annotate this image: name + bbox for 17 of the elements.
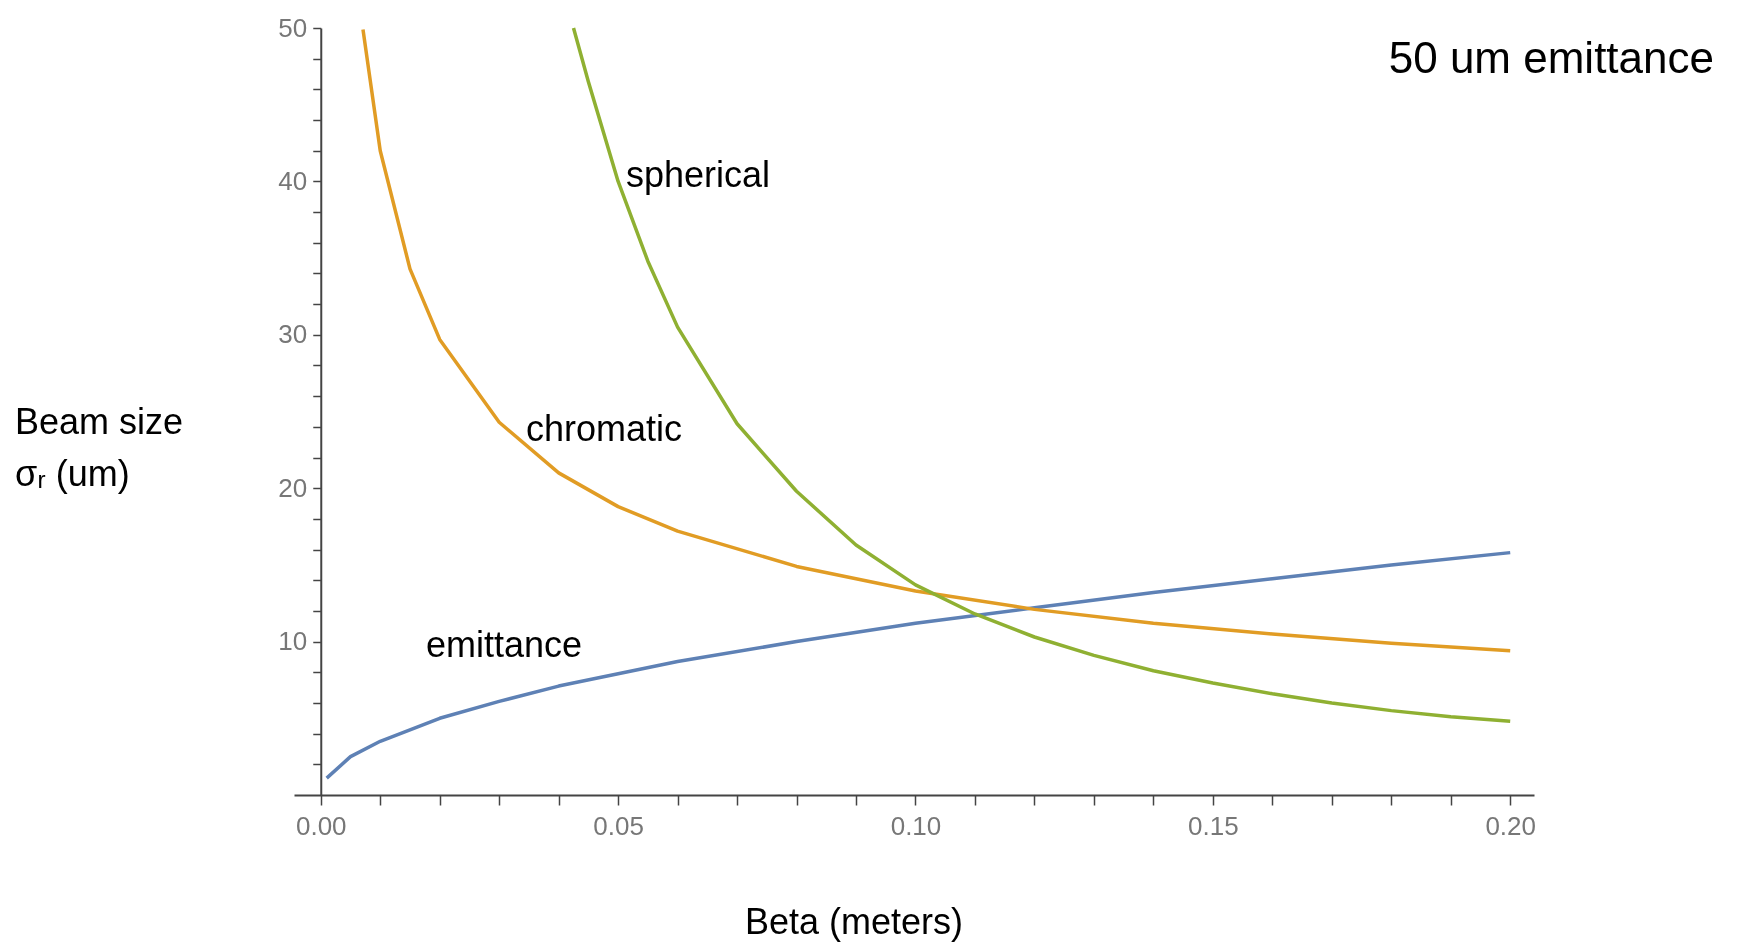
y-tick-label: 30: [278, 319, 308, 350]
annotation: emittance: [426, 624, 583, 665]
y-tick-label: 10: [278, 626, 308, 657]
x-tick-label: 0.20: [1485, 810, 1537, 841]
x-tick-label: 0.15: [1188, 810, 1239, 841]
line-series: [324, 550, 1512, 780]
annotation: spherical: [626, 154, 771, 195]
chart-title: 50 um emittance: [1388, 33, 1714, 82]
y-tick-label: 40: [278, 165, 308, 196]
x-tick-label: 0.05: [593, 810, 644, 841]
y-axis-title: Beam size σᵣ (um): [15, 401, 184, 494]
y-tick-label: 20: [278, 472, 308, 503]
annotation: chromatic: [526, 408, 683, 449]
y-tick-label: 50: [278, 12, 308, 43]
x-axis-title: Beta (meters): [744, 901, 964, 942]
x-tick-label: 0.00: [295, 810, 347, 841]
x-tick-label: 0.10: [890, 810, 942, 841]
